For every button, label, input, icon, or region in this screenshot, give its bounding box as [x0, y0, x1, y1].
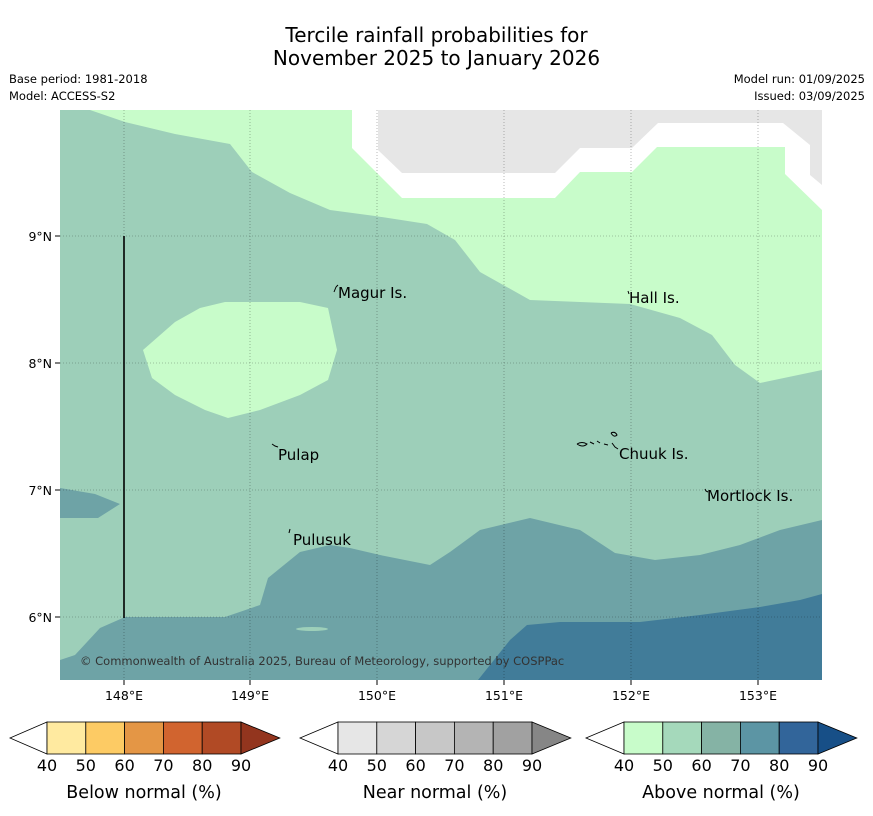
colorbar-over-triangle: [817, 721, 858, 755]
legend-colorbars: 40 50 60 70 80 90 Below normal (%) 40 50 60 70 80 90…: [8, 721, 858, 803]
colorbar-over-triangle: [240, 721, 281, 755]
colorbar-segment: [376, 721, 416, 755]
hall-island-shape: [627, 290, 630, 295]
place-label-magur: Magur Is.: [338, 284, 407, 302]
colorbar-segment: [337, 721, 378, 755]
pulap-island-shape: [271, 443, 279, 448]
model-name: Model: ACCESS-S2: [9, 89, 116, 103]
lat-label-8n: 8°N: [28, 356, 52, 371]
colorbar-tick-label: 60: [691, 756, 711, 775]
colorbar-near-normal: 40 50 60 70 80 90 Near normal (%): [298, 721, 572, 803]
lon-label-149: 149°E: [231, 688, 269, 703]
chart-title-line2: November 2025 to January 2026: [272, 46, 601, 70]
lon-label-148: 148°E: [105, 688, 143, 703]
colorbar-segment: [415, 721, 455, 755]
colorbar-under-triangle: [298, 721, 339, 755]
place-label-hall: Hall Is.: [629, 289, 680, 307]
colorbar-tick-label: 60: [405, 756, 425, 775]
colorbar-over-triangle: [531, 721, 572, 755]
lon-label-151: 151°E: [485, 688, 523, 703]
lat-label-7n: 7°N: [28, 483, 52, 498]
base-period: Base period: 1981-2018: [9, 72, 148, 86]
pulusuk-island-shape: [288, 528, 291, 534]
colorbar-tick-label: 70: [153, 756, 173, 775]
chuuk-island-shapes: [576, 431, 619, 450]
colorbar-tick-label: 90: [808, 756, 828, 775]
issued-date: Issued: 03/09/2025: [754, 89, 865, 103]
colorbar-label: Above normal (%): [642, 783, 800, 803]
probability-map: Magur Is. Hall Is. Pulap Chuuk Is. Mortl…: [28, 110, 822, 703]
colorbar-tick-label: 40: [328, 756, 348, 775]
colorbar-segment: [124, 721, 164, 755]
colorbar-tick-label: 90: [231, 756, 251, 775]
colorbar-tick-label: 60: [114, 756, 134, 775]
mortlock-island-shape: [704, 488, 709, 493]
colorbar-segment: [492, 721, 533, 755]
region-above-60-70-west: [60, 488, 120, 518]
colorbar-tick-label: 80: [483, 756, 503, 775]
colorbar-segment: [701, 721, 741, 755]
colorbar-below-normal: 40 50 60 70 80 90 Below normal (%): [8, 721, 281, 803]
colorbar-tick-label: 70: [730, 756, 750, 775]
chart-title-line1: Tercile rainfall probabilities for: [285, 23, 588, 47]
lat-label-6n: 6°N: [28, 610, 52, 625]
colorbar-segment: [740, 721, 780, 755]
colorbar-tick-label: 70: [444, 756, 464, 775]
colorbar-label: Near normal (%): [363, 783, 508, 803]
region-no-data: [378, 110, 822, 185]
lon-label-152: 152°E: [612, 688, 650, 703]
colorbar-tick-label: 90: [522, 756, 542, 775]
colorbar-tick-label: 50: [653, 756, 673, 775]
colorbar-segment: [623, 721, 664, 755]
lon-label-150: 150°E: [358, 688, 396, 703]
colorbar-segment: [162, 721, 203, 755]
colorbar-segment: [453, 721, 494, 755]
colorbar-segment: [778, 721, 819, 755]
colorbar-tick-label: 50: [76, 756, 96, 775]
colorbar-tick-label: 80: [192, 756, 212, 775]
place-label-mortlock: Mortlock Is.: [707, 487, 793, 505]
colorbar-tick-label: 40: [614, 756, 634, 775]
place-label-pulap: Pulap: [278, 446, 319, 464]
axis-ticks: [55, 235, 759, 685]
region-above-40-50-blob: [143, 302, 337, 418]
colorbar-segment: [662, 721, 702, 755]
colorbar-tick-label: 40: [37, 756, 57, 775]
model-run: Model run: 01/09/2025: [733, 72, 865, 86]
island-outlines: [271, 284, 709, 534]
colorbar-segment: [46, 721, 87, 755]
region-above-40-50-north: [60, 110, 822, 383]
place-label-chuuk: Chuuk Is.: [619, 445, 688, 463]
colorbar-label: Below normal (%): [66, 783, 221, 803]
place-label-pulusuk: Pulusuk: [293, 531, 351, 549]
colorbar-under-triangle: [8, 721, 48, 755]
copyright-notice: © Commonwealth of Australia 2025, Bureau…: [80, 654, 564, 668]
colorbar-segment: [201, 721, 242, 755]
region-above-50-60-patch: [296, 627, 328, 631]
colorbar-tick-label: 50: [367, 756, 387, 775]
lat-label-9n: 9°N: [28, 229, 52, 244]
colorbar-segment: [85, 721, 126, 755]
lon-label-153: 153°E: [739, 688, 777, 703]
colorbar-under-triangle: [584, 721, 625, 755]
colorbar-tick-label: 80: [769, 756, 789, 775]
region-above-70-80: [478, 594, 822, 680]
colorbar-above-normal: 40 50 60 70 80 90 Above normal (%): [584, 721, 858, 803]
magur-island-shape: [333, 284, 339, 293]
